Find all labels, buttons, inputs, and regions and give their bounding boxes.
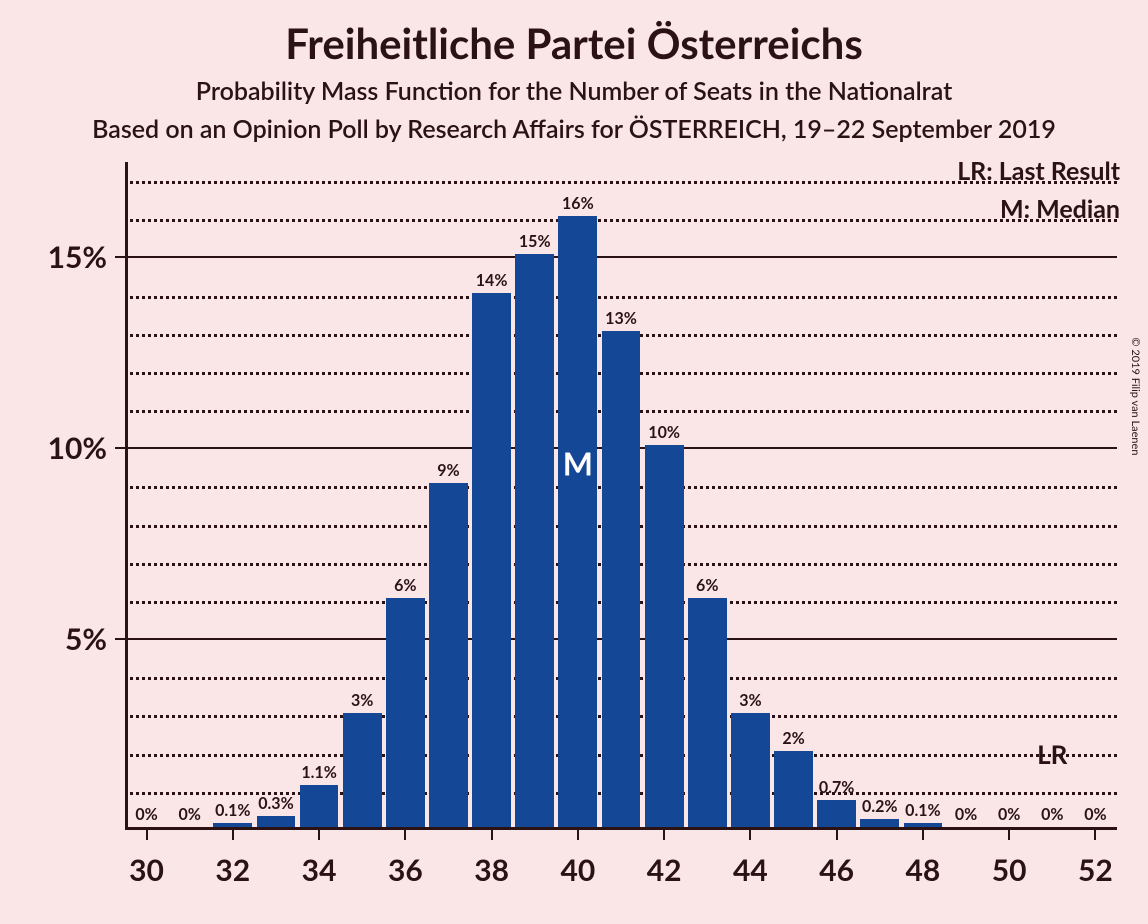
x-axis-label: 48: [906, 852, 941, 888]
chart-canvas: Freiheitliche Partei Österreichs Probabi…: [0, 0, 1148, 924]
x-tick-mark: [663, 830, 665, 840]
x-axis-label: 44: [733, 852, 768, 888]
plot-area: 5%10%15%0%0%0.1%0.3%1.1%3%6%9%14%15%16%1…: [125, 162, 1117, 830]
bar-value-label: 3%: [739, 691, 761, 710]
chart-subtitle-2: Based on an Opinion Poll by Research Aff…: [0, 114, 1148, 144]
bar-value-label: 0.1%: [905, 801, 940, 820]
x-axis-label: 32: [215, 852, 250, 888]
bar-value-label: 10%: [648, 423, 680, 442]
bar-value-label: 0%: [998, 805, 1020, 824]
copyright-label: © 2019 Filip van Laenen: [1129, 337, 1142, 455]
bar-value-label: 0.7%: [819, 778, 854, 797]
bar: [300, 785, 339, 827]
bar-value-label: 0%: [135, 805, 157, 824]
bar-value-label: 2%: [782, 729, 804, 748]
bar: [860, 819, 899, 827]
x-tick-mark: [318, 830, 320, 840]
bar-value-label: 15%: [519, 232, 551, 251]
y-tick-mark: [115, 638, 125, 640]
x-tick-mark: [404, 830, 406, 840]
minor-gridline: [125, 219, 1117, 222]
bar-value-label: 0%: [178, 805, 200, 824]
x-tick-mark: [922, 830, 924, 840]
x-tick-mark: [146, 830, 148, 840]
x-axis-label: 46: [819, 852, 854, 888]
bar: [602, 331, 641, 827]
bar-value-label: 0.3%: [258, 794, 293, 813]
chart-subtitle-1: Probability Mass Function for the Number…: [0, 76, 1148, 106]
y-axis-label: 15%: [48, 239, 107, 275]
minor-gridline: [125, 181, 1117, 184]
bar-value-label: 6%: [394, 576, 416, 595]
y-axis-label: 5%: [65, 621, 107, 657]
bar-value-label: 13%: [605, 309, 637, 328]
x-axis-label: 38: [474, 852, 509, 888]
x-axis-label: 34: [302, 852, 337, 888]
major-gridline: [125, 256, 1117, 258]
bar: [645, 445, 684, 827]
bar: [515, 254, 554, 827]
x-axis-label: 42: [647, 852, 682, 888]
bar-value-label: 0.2%: [862, 797, 897, 816]
bar-value-label: 16%: [562, 194, 594, 213]
bar-value-label: 6%: [696, 576, 718, 595]
x-tick-mark: [232, 830, 234, 840]
x-axis: [125, 827, 1117, 830]
x-axis-label: 52: [1078, 852, 1113, 888]
bar-value-label: 0%: [1041, 805, 1063, 824]
y-tick-mark: [115, 447, 125, 449]
median-marker: M: [563, 443, 593, 482]
bar-value-label: 9%: [437, 461, 459, 480]
x-tick-mark: [1094, 830, 1096, 840]
x-tick-mark: [577, 830, 579, 840]
chart-title: Freiheitliche Partei Österreichs: [0, 18, 1148, 68]
last-result-marker: LR: [1037, 738, 1067, 770]
x-tick-mark: [836, 830, 838, 840]
bar: [429, 483, 468, 827]
bar-value-label: 0%: [955, 805, 977, 824]
bar: [257, 816, 296, 827]
bar: [774, 751, 813, 827]
y-axis-label: 10%: [48, 430, 107, 466]
bar: [731, 713, 770, 828]
x-axis-label: 36: [388, 852, 423, 888]
y-tick-mark: [115, 256, 125, 258]
bar-value-label: 1.1%: [301, 763, 336, 782]
bar-value-label: 3%: [351, 691, 373, 710]
x-axis-label: 40: [560, 852, 595, 888]
x-tick-mark: [749, 830, 751, 840]
bar: [472, 293, 511, 827]
bar-value-label: 0.1%: [215, 801, 250, 820]
y-axis: [125, 162, 128, 830]
bar: [386, 598, 425, 827]
minor-gridline: [125, 296, 1117, 299]
x-axis-label: 50: [992, 852, 1027, 888]
x-tick-mark: [1008, 830, 1010, 840]
x-tick-mark: [491, 830, 493, 840]
bar: [558, 216, 597, 827]
bar-value-label: 14%: [476, 271, 508, 290]
bar: [688, 598, 727, 827]
x-axis-label: 30: [129, 852, 164, 888]
bar-value-label: 0%: [1084, 805, 1106, 824]
bar: [817, 800, 856, 827]
bar: [343, 713, 382, 828]
